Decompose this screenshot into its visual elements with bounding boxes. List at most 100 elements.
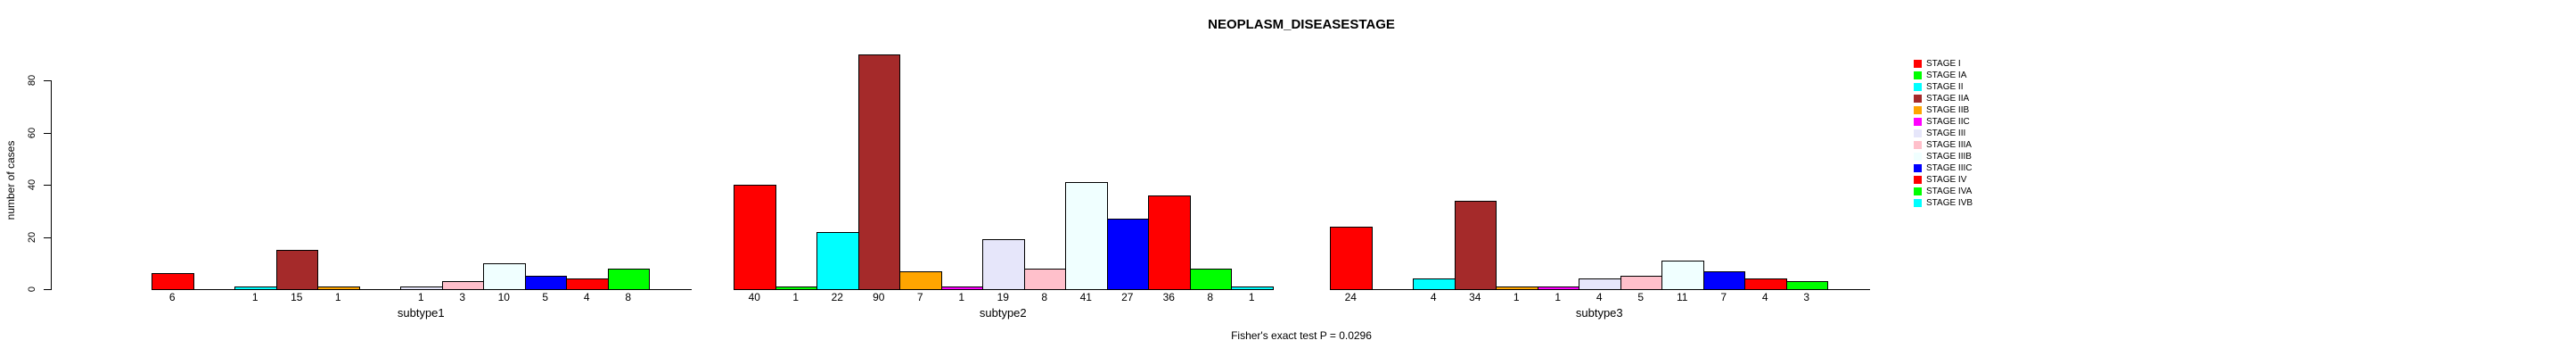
bar [1661, 260, 1704, 290]
legend-label: STAGE IV [1926, 175, 1967, 185]
legend-label: STAGE I [1926, 59, 1961, 69]
bar-value-label: 8 [1041, 291, 1048, 303]
bar-value-label: 1 [1248, 291, 1255, 303]
bar [1496, 286, 1538, 290]
group-label-subtype2: subtype2 [979, 306, 1027, 320]
y-tick-label: 20 [27, 231, 37, 243]
bar [1454, 200, 1497, 290]
legend-item: STAGE I [1914, 58, 1961, 70]
bar [607, 268, 650, 290]
bar-value-label: 4 [1596, 291, 1603, 303]
legend-label: STAGE IVA [1926, 187, 1973, 196]
bar [1330, 226, 1373, 290]
bar [899, 270, 942, 290]
bar-value-label: 8 [1207, 291, 1214, 303]
bar [152, 273, 194, 290]
legend-label: STAGE IIIA [1926, 140, 1972, 150]
bar-value-label: 6 [168, 291, 176, 303]
bar-value-label: 7 [916, 291, 923, 303]
bar-value-label: 24 [1344, 291, 1357, 303]
bar-value-label: 4 [1430, 291, 1437, 303]
legend-item: STAGE II [1914, 81, 1964, 93]
bar-value-label: 7 [1720, 291, 1727, 303]
legend-item: STAGE IIC [1914, 116, 1970, 128]
legend-swatch [1914, 71, 1922, 79]
bar [234, 286, 277, 290]
legend-swatch [1914, 106, 1922, 114]
legend-swatch [1914, 60, 1922, 68]
bar [1620, 276, 1662, 290]
y-tick-label: 60 [27, 127, 37, 138]
legend-label: STAGE IIIB [1926, 152, 1972, 162]
bar [1744, 278, 1787, 290]
bar-value-label: 3 [1803, 291, 1810, 303]
legend-item: STAGE IIB [1914, 104, 1969, 116]
bar-value-label: 1 [792, 291, 800, 303]
bar-value-label: 40 [748, 291, 760, 303]
bar-value-label: 3 [459, 291, 466, 303]
y-axis-line [51, 80, 52, 290]
fisher-test-annotation: Fisher's exact test P = 0.0296 [1231, 329, 1372, 342]
bar-value-label: 5 [1637, 291, 1645, 303]
legend-label: STAGE IIB [1926, 105, 1970, 115]
bar-value-label: 1 [251, 291, 258, 303]
bar [1579, 278, 1621, 290]
bar [982, 239, 1025, 290]
legend-swatch [1914, 164, 1922, 172]
legend-item: STAGE III [1914, 128, 1965, 139]
bar-value-label: 1 [1555, 291, 1562, 303]
y-tick-label: 0 [27, 286, 37, 293]
legend-label: STAGE IIA [1926, 94, 1970, 104]
bar-value-label: 36 [1162, 291, 1175, 303]
chart-title: NEOPLASM_DISEASESTAGE [1208, 17, 1395, 32]
bar [816, 231, 859, 290]
bar-value-label: 1 [334, 291, 341, 303]
bar-value-label: 8 [625, 291, 632, 303]
bar [1189, 268, 1232, 290]
bar-value-label: 10 [497, 291, 510, 303]
legend-label: STAGE IIIC [1926, 163, 1973, 173]
y-tick-mark [44, 237, 51, 238]
y-tick-mark [44, 132, 51, 134]
bar-value-label: 1 [1513, 291, 1520, 303]
bar-value-label: 5 [542, 291, 549, 303]
bar [1785, 281, 1828, 290]
legend-label: STAGE IIC [1926, 117, 1970, 127]
legend-label: STAGE IVB [1926, 198, 1973, 208]
bar [1231, 286, 1274, 290]
bar-value-label: 11 [1677, 291, 1688, 303]
legend-item: STAGE IVA [1914, 186, 1972, 197]
legend-label: STAGE IA [1926, 71, 1967, 80]
bar [566, 278, 609, 290]
y-tick-mark [44, 80, 51, 81]
y-tick-mark [44, 289, 51, 290]
legend-swatch [1914, 95, 1922, 103]
legend-swatch [1914, 176, 1922, 184]
bar [317, 286, 360, 290]
legend-item: STAGE IIIA [1914, 139, 1972, 151]
legend-swatch [1914, 83, 1922, 91]
y-tick-mark [44, 185, 51, 186]
legend-item: STAGE IV [1914, 174, 1966, 186]
bar [1106, 219, 1149, 290]
legend-item: STAGE IIA [1914, 93, 1969, 104]
bar [1148, 195, 1191, 290]
bar-value-label: 19 [997, 291, 1009, 303]
bar [940, 286, 983, 290]
y-tick-label: 80 [27, 74, 37, 87]
bar [775, 286, 817, 290]
bar-value-label: 22 [831, 291, 843, 303]
legend-swatch [1914, 141, 1922, 149]
bar [1065, 182, 1108, 290]
bar-value-label: 41 [1079, 291, 1092, 303]
bar [400, 286, 443, 290]
legend-label: STAGE III [1926, 129, 1966, 138]
bar-value-label: 90 [873, 291, 885, 303]
bar-value-label: 15 [291, 291, 303, 303]
y-axis-label: number of cases [4, 140, 17, 220]
bar [1702, 270, 1745, 290]
group-label-subtype3: subtype3 [1575, 306, 1623, 320]
bar [734, 185, 776, 290]
legend-item: STAGE IA [1914, 70, 1966, 81]
